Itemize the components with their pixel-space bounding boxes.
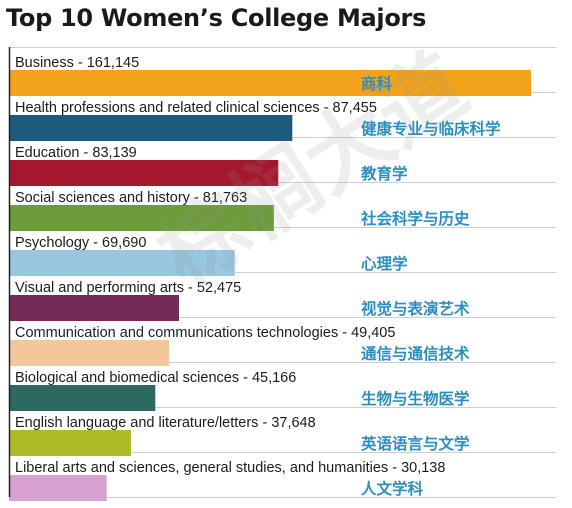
chinese-label: 商科	[361, 74, 393, 93]
chinese-label: 英语语言与文学	[360, 434, 470, 453]
category-label: Education - 83,139	[15, 145, 137, 161]
bar	[9, 250, 235, 276]
chart-title: Top 10 Women’s College Majors	[6, 4, 427, 32]
category-label: Biological and biomedical sciences - 45,…	[15, 370, 296, 386]
category-label: Social sciences and history - 81,763	[15, 190, 247, 206]
category-label: Business - 161,145	[15, 55, 139, 71]
bar	[9, 115, 293, 141]
bar	[9, 205, 274, 231]
chinese-label: 视觉与表演艺术	[361, 299, 470, 318]
bar	[9, 475, 107, 501]
category-label: Visual and performing arts - 52,475	[15, 280, 241, 296]
bar	[9, 295, 179, 321]
chinese-label: 心理学	[361, 254, 408, 273]
category-label: Liberal arts and sciences, general studi…	[15, 460, 445, 476]
bar	[9, 385, 156, 411]
category-label: English language and literature/letters …	[15, 415, 316, 431]
chinese-label: 生物与生物医学	[361, 389, 470, 408]
chinese-label: 通信与通信技术	[361, 344, 470, 363]
category-label: Communication and communications technol…	[15, 325, 395, 341]
bar	[9, 430, 131, 456]
chinese-label: 教育学	[361, 164, 408, 183]
bar	[9, 160, 279, 186]
chinese-label: 健康专业与临床科学	[361, 119, 501, 138]
chinese-label: 社会科学与历史	[360, 209, 470, 228]
bar	[9, 340, 170, 366]
category-label: Psychology - 69,690	[15, 235, 146, 251]
chinese-label: 人文学科	[361, 479, 424, 498]
bar	[9, 70, 531, 96]
category-label: Health professions and related clinical …	[15, 100, 377, 116]
